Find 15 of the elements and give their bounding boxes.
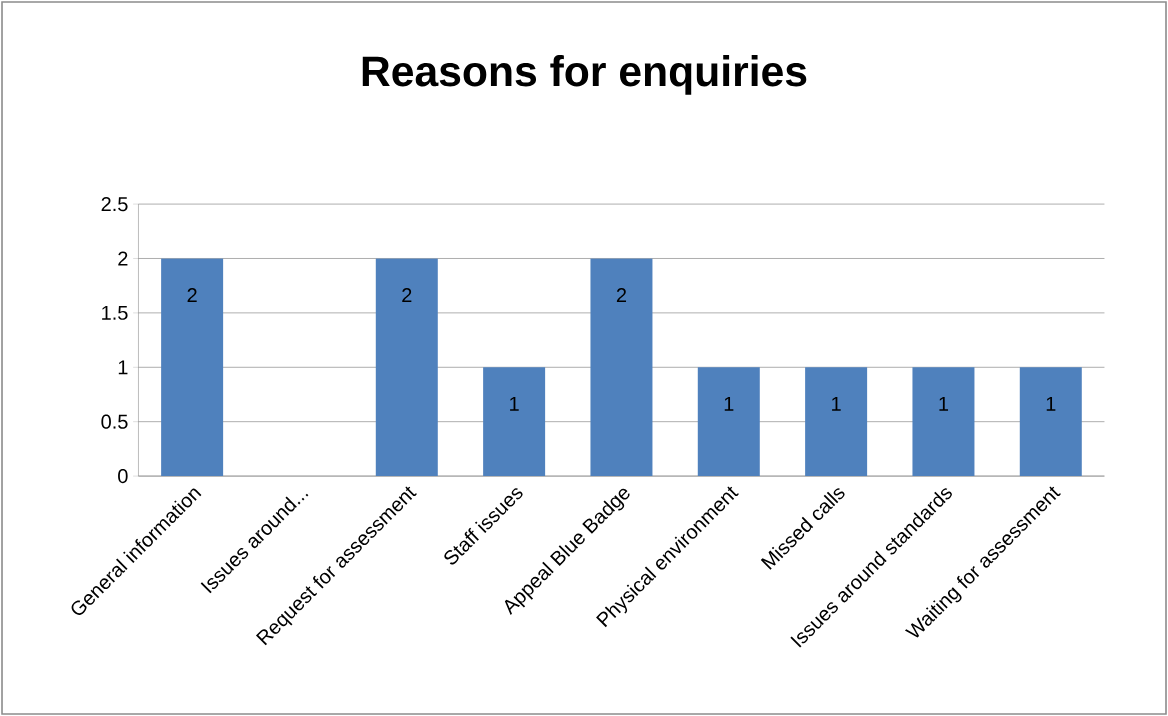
data-label: 2 [402,288,412,303]
data-label: 1 [724,396,734,411]
y-tick-label: 1 [118,360,128,375]
data-label: 2 [187,288,197,303]
y-tick-label: 0.5 [101,414,128,429]
chart-title: Reasons for enquiries [362,55,807,95]
y-tick-label: 2 [118,251,128,266]
data-label: 1 [832,396,841,411]
data-label: 1 [510,396,519,411]
data-label: 1 [939,396,949,411]
data-label: 1 [1046,396,1056,411]
y-tick-label: 2.5 [101,197,128,212]
data-label: 2 [616,288,627,303]
y-tick-label: 1.5 [102,305,128,320]
y-tick-label: 0 [118,469,128,484]
